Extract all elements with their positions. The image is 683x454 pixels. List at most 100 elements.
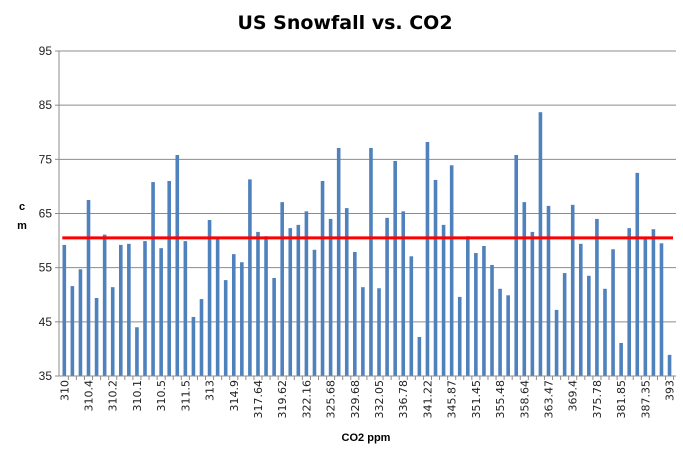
bar <box>102 234 107 376</box>
bar <box>118 244 123 376</box>
x-tick-label: 313 <box>204 380 217 401</box>
x-tick-label: 341.22 <box>421 380 434 419</box>
bar <box>627 228 631 376</box>
bar <box>425 142 430 376</box>
bar <box>248 179 252 376</box>
x-tick-label: 393 <box>664 380 677 401</box>
bar <box>409 256 414 376</box>
y-tick-label: 65 <box>39 207 53 221</box>
x-tick-label: 369.4 <box>567 380 580 412</box>
bar <box>546 205 551 376</box>
bar <box>498 288 502 376</box>
bar <box>651 229 656 376</box>
bar <box>223 280 228 376</box>
bar <box>110 287 115 376</box>
bar <box>538 112 543 376</box>
bar <box>441 224 446 376</box>
x-tick-label: 310.4 <box>83 380 96 412</box>
bar <box>369 147 373 376</box>
y-axis-label-part: c <box>19 201 25 213</box>
x-tick-label: 317.64 <box>252 380 265 419</box>
bar <box>466 236 470 376</box>
bar <box>530 231 535 376</box>
bar <box>320 181 325 376</box>
bar <box>207 220 212 376</box>
bar <box>514 155 519 376</box>
x-axis-ticks: 310 310.4 310.2 310.1 310.5 311.5 313 314.9 317.… <box>58 380 676 419</box>
bar <box>619 342 623 376</box>
bar <box>449 165 454 376</box>
bar <box>643 237 648 376</box>
x-tick-label: 310.2 <box>107 380 120 412</box>
x-tick-label: 358.64 <box>518 380 531 419</box>
bar <box>336 147 341 376</box>
bar <box>635 172 640 376</box>
bar <box>312 249 317 376</box>
bar <box>215 238 220 376</box>
x-tick-label: 319.62 <box>276 380 289 419</box>
bar <box>143 241 147 376</box>
bar <box>587 275 591 376</box>
bar <box>135 327 139 376</box>
bar <box>659 243 664 376</box>
bar <box>288 228 293 376</box>
y-tick-label: 55 <box>39 261 53 275</box>
bar <box>595 218 599 376</box>
bar <box>506 295 510 376</box>
y-tick-label: 35 <box>39 369 53 383</box>
bar <box>183 241 188 376</box>
x-axis-label: CO2 ppm <box>342 432 391 444</box>
y-tick-label: 95 <box>39 44 53 58</box>
bar <box>353 251 357 376</box>
y-tick-label: 45 <box>39 315 53 329</box>
y-tick-label: 75 <box>39 152 53 166</box>
bar <box>490 264 494 376</box>
x-tick-label: 310 <box>58 380 71 401</box>
bar <box>191 316 196 376</box>
bar <box>570 204 575 376</box>
x-axis <box>58 51 676 380</box>
bar <box>361 287 365 376</box>
bar <box>522 202 527 376</box>
bar <box>159 248 163 376</box>
x-tick-label: 351.45 <box>470 380 483 419</box>
bar <box>385 217 389 376</box>
bar <box>175 155 180 376</box>
bar <box>554 309 559 376</box>
x-tick-label: 310.5 <box>155 380 168 412</box>
bar <box>417 337 422 376</box>
y-tick-label: 85 <box>39 98 53 112</box>
x-tick-label: 322.16 <box>300 380 313 419</box>
bar <box>304 211 309 376</box>
bar <box>94 298 99 376</box>
bar <box>474 253 478 376</box>
x-tick-label: 336.78 <box>397 380 410 419</box>
bar <box>401 211 406 376</box>
y-axis-ticks: 35 45 55 65 75 85 95 <box>39 44 59 383</box>
x-tick-label: 311.5 <box>179 380 192 412</box>
bar <box>433 179 438 376</box>
x-tick-label: 310.1 <box>131 380 144 412</box>
x-tick-label: 363.47 <box>543 380 556 419</box>
bars <box>62 112 672 376</box>
x-tick-label: 355.48 <box>494 380 507 419</box>
x-tick-label: 387.35 <box>639 380 652 419</box>
bar <box>296 224 301 376</box>
bar <box>240 262 244 376</box>
x-tick-label: 329.68 <box>349 380 362 419</box>
x-tick-label: 314.9 <box>228 380 241 412</box>
bar <box>231 254 236 376</box>
bar <box>78 269 83 376</box>
bar <box>199 299 204 376</box>
y-axis-label-part: m <box>17 220 27 232</box>
bar <box>578 243 583 376</box>
bar <box>280 202 284 376</box>
bar <box>127 243 131 376</box>
bar <box>457 296 462 376</box>
chart-title: US Snowfall vs. CO2 <box>237 12 452 34</box>
bar <box>377 288 381 376</box>
bar <box>272 277 276 376</box>
bar <box>151 182 155 376</box>
bar <box>393 160 397 376</box>
